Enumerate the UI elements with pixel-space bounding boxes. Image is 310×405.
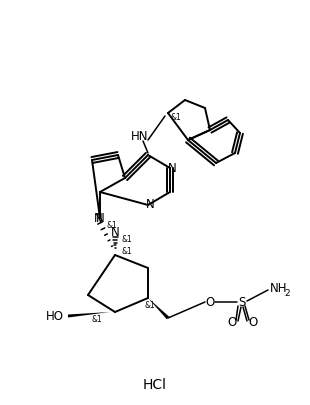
Text: &1: &1: [122, 247, 132, 256]
Polygon shape: [148, 298, 169, 319]
Text: HN: HN: [131, 130, 149, 143]
Text: NH: NH: [270, 281, 287, 294]
Text: &1: &1: [122, 235, 132, 245]
Text: &1: &1: [170, 113, 181, 122]
Text: O: O: [227, 316, 237, 330]
Text: O: O: [205, 296, 215, 309]
Text: N: N: [94, 211, 102, 224]
Text: S: S: [238, 296, 246, 309]
Text: N: N: [111, 226, 119, 239]
Text: &1: &1: [145, 301, 155, 311]
Polygon shape: [68, 312, 110, 318]
Text: 2: 2: [284, 288, 290, 298]
Text: &1: &1: [107, 222, 117, 230]
Text: N: N: [146, 198, 154, 211]
Text: O: O: [248, 316, 258, 330]
Text: HCl: HCl: [143, 378, 167, 392]
Text: N: N: [95, 211, 104, 224]
Text: HO: HO: [46, 309, 64, 322]
Text: N: N: [168, 162, 176, 175]
Text: &1: &1: [92, 315, 102, 324]
